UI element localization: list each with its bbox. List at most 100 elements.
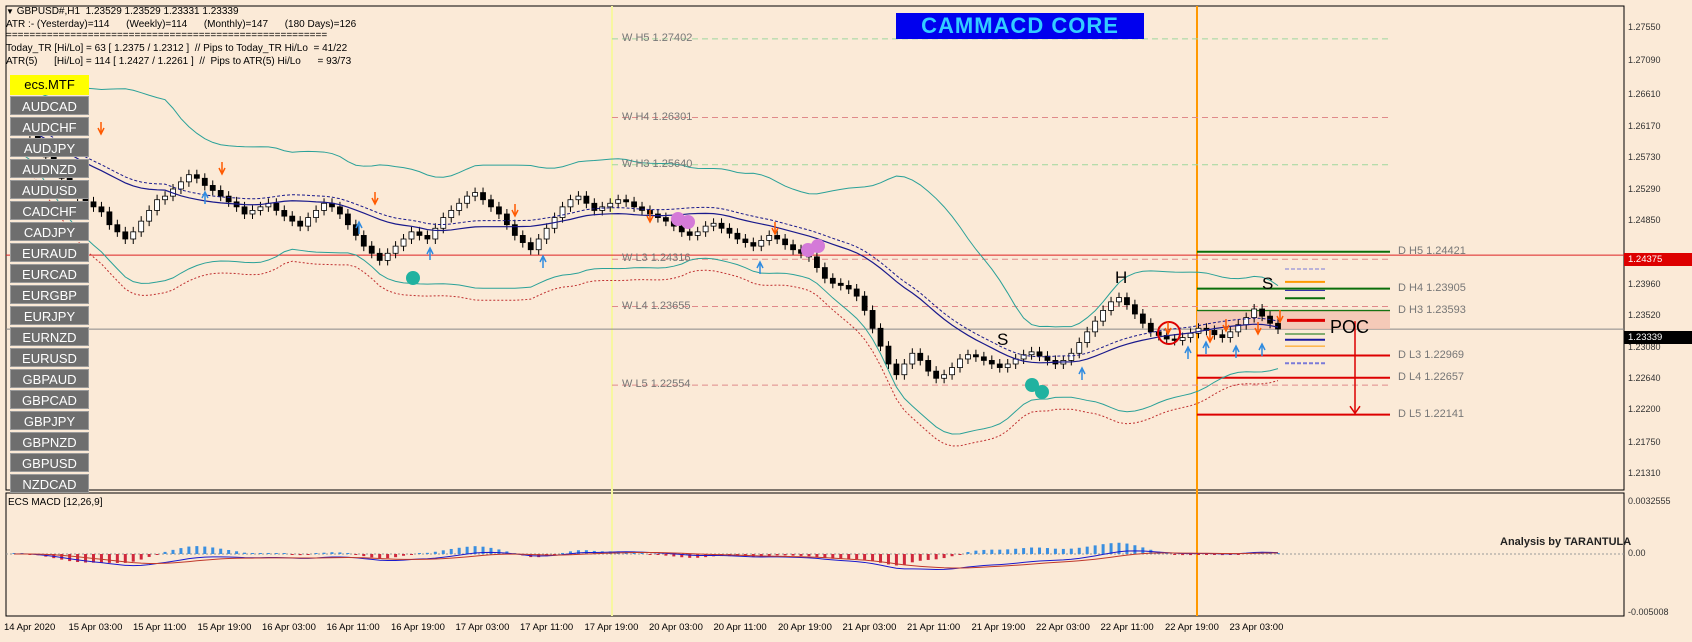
candle-body	[511, 224, 518, 236]
bollinger-lower	[13, 151, 1279, 435]
candle-body	[289, 215, 296, 222]
symbol-button-eurnzd[interactable]: EURNZD	[10, 327, 89, 346]
macd-histogram-bar	[1045, 548, 1049, 554]
macd-histogram-bar	[656, 554, 660, 555]
macd-histogram-bar	[1197, 554, 1201, 555]
candle-body	[424, 235, 431, 240]
symbol-button-audchf[interactable]: AUDCHF	[10, 117, 89, 136]
ecs-mtf-button[interactable]: ecs.MTF	[10, 75, 89, 95]
symbol-button-gbpusd[interactable]: GBPUSD	[10, 453, 89, 472]
macd-histogram-bar	[402, 554, 406, 556]
symbol-button-eurjpy[interactable]: EURJPY	[10, 306, 89, 325]
candle-body	[686, 231, 693, 236]
symbol-button-eurcad[interactable]: EURCAD	[10, 264, 89, 283]
candle-body	[503, 213, 510, 226]
macd-histogram-bar	[1077, 547, 1081, 554]
symbol-button-gbpnzd[interactable]: GBPNZD	[10, 432, 89, 451]
candle-body	[1187, 332, 1194, 338]
candle-body	[440, 217, 447, 229]
candle-body	[376, 252, 383, 261]
pink-signal-dot	[811, 239, 825, 253]
candle-body	[1227, 331, 1234, 338]
candle-body	[837, 282, 844, 286]
macd-histogram-bar	[123, 554, 127, 563]
candle-body	[1092, 320, 1099, 333]
teal-signal-dot	[406, 271, 420, 285]
symbol-button-euraud[interactable]: EURAUD	[10, 243, 89, 262]
macd-histogram-bar	[179, 548, 183, 554]
macd-histogram-bar	[1173, 554, 1177, 555]
macd-histogram-bar	[115, 554, 119, 563]
symbol-button-gbpcad[interactable]: GBPCAD	[10, 390, 89, 409]
macd-histogram-bar	[211, 547, 215, 554]
candle-body	[742, 238, 749, 243]
candle-body	[893, 363, 900, 376]
candle-body	[1235, 324, 1242, 333]
candle-body	[941, 374, 948, 379]
macd-histogram-bar	[76, 554, 80, 563]
macd-histogram-bar	[966, 551, 970, 554]
symbol-button-nzdcad[interactable]: NZDCAD	[10, 474, 89, 493]
macd-histogram-bar	[775, 554, 779, 556]
symbol-button-eurusd[interactable]: EURUSD	[10, 348, 89, 367]
candle-body	[845, 285, 852, 290]
macd-histogram-bar	[481, 546, 485, 554]
symbol-button-audcad[interactable]: AUDCAD	[10, 96, 89, 115]
symbol-button-audnzd[interactable]: AUDNZD	[10, 159, 89, 178]
macd-histogram-bar	[362, 554, 366, 557]
macd-histogram-bar	[982, 549, 986, 554]
symbol-button-eurgbp[interactable]: EURGBP	[10, 285, 89, 304]
macd-histogram-bar	[998, 549, 1002, 554]
macd-histogram-bar	[139, 554, 143, 560]
macd-histogram-bar	[1053, 548, 1057, 554]
macd-histogram-bar	[465, 546, 469, 554]
macd-histogram-bar	[433, 551, 437, 554]
buy-arrow-icon	[1258, 342, 1266, 356]
moving-average	[13, 127, 1279, 364]
macd-histogram-bar	[807, 554, 811, 557]
macd-histogram-bar	[823, 554, 827, 558]
macd-histogram-bar	[1101, 544, 1105, 554]
symbol-button-gbpaud[interactable]: GBPAUD	[10, 369, 89, 388]
macd-histogram-bar	[1014, 548, 1018, 554]
candle-body	[1068, 352, 1075, 361]
macd-histogram-bar	[942, 554, 946, 559]
macd-histogram-bar	[354, 554, 358, 555]
macd-histogram-bar	[974, 550, 978, 554]
macd-histogram-bar	[250, 553, 254, 554]
candle-body	[869, 310, 876, 329]
teal-signal-dot	[1025, 378, 1039, 392]
candle-body	[488, 199, 494, 208]
symbol-button-gbpjpy[interactable]: GBPJPY	[10, 411, 89, 430]
candle-body	[1219, 334, 1226, 338]
symbol-button-audusd[interactable]: AUDUSD	[10, 180, 89, 199]
macd-histogram-bar	[306, 554, 310, 555]
macd-histogram-bar	[1204, 554, 1208, 555]
candle-body	[1275, 322, 1281, 330]
macd-histogram-bar	[219, 548, 223, 554]
candle-body	[1084, 331, 1091, 343]
signal-circle	[1157, 321, 1181, 345]
symbol-button-cadjpy[interactable]: CADJPY	[10, 222, 89, 241]
macd-histogram-bar	[171, 549, 175, 554]
candle-body	[90, 201, 97, 208]
teal-signal-dot	[1035, 385, 1049, 399]
candle-body	[249, 210, 256, 215]
candle-body	[1036, 351, 1043, 357]
candle-body	[662, 217, 669, 222]
candle-body	[901, 363, 908, 376]
candle-body	[146, 210, 153, 222]
macd-histogram-bar	[934, 554, 938, 560]
candle-body	[368, 245, 375, 254]
buy-arrow-icon	[1078, 366, 1086, 380]
macd-histogram-bar	[409, 554, 413, 555]
candle-body	[758, 240, 765, 247]
candle-body	[1004, 363, 1011, 368]
macd-histogram-bar	[926, 554, 930, 560]
macd-histogram-bar	[314, 553, 318, 554]
candle-body	[344, 213, 351, 226]
symbol-button-audjpy[interactable]: AUDJPY	[10, 138, 89, 157]
symbol-button-cadchf[interactable]: CADCHF	[10, 201, 89, 220]
candle-body	[1132, 304, 1138, 315]
buy-arrow-icon	[201, 190, 209, 204]
